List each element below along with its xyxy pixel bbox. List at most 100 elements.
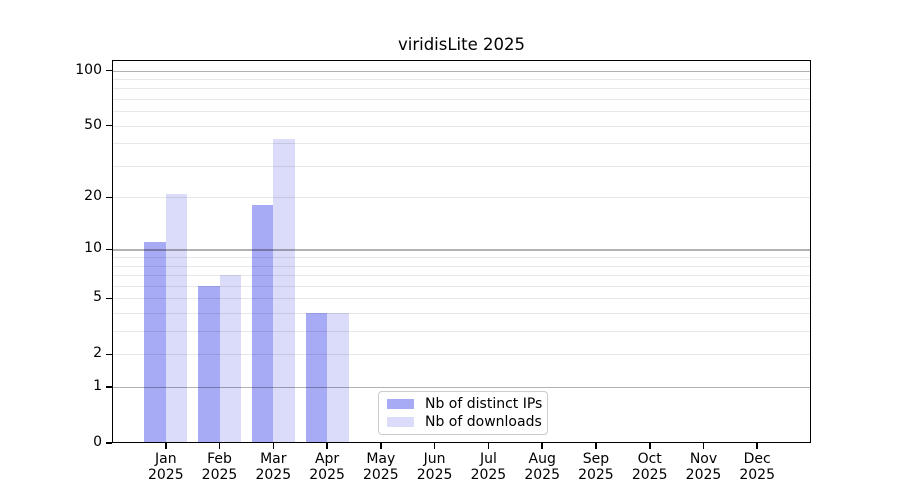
- x-tick-label-year: 2025: [739, 466, 775, 483]
- gridline-4: [112, 313, 811, 315]
- x-tick-label-month: Nov: [689, 451, 718, 467]
- x-tick-label-year: 2025: [578, 466, 614, 483]
- y-tick-10: [106, 248, 112, 251]
- gridline-3: [112, 331, 811, 333]
- y-tick-5: [106, 297, 112, 300]
- gridline-40: [112, 143, 811, 145]
- bar-apr-downloads: [327, 313, 349, 443]
- x-tick-label-year: 2025: [309, 466, 345, 483]
- x-tick-label-month: Feb: [207, 451, 232, 467]
- x-tick-label-year: 2025: [201, 466, 238, 483]
- gridline-8: [112, 265, 811, 267]
- x-tick-label-month: Oct: [637, 451, 662, 467]
- x-tick-label-year: 2025: [470, 466, 507, 483]
- gridline-7: [112, 275, 811, 277]
- y-tick-2: [106, 353, 112, 356]
- x-tick-label-year: 2025: [524, 466, 560, 483]
- x-tick-label-month: Aug: [528, 451, 556, 467]
- bar-jan-downloads: [165, 193, 188, 443]
- x-tick-label-month: May: [366, 451, 396, 467]
- x-tick-label-month: Jul: [479, 451, 497, 467]
- x-tick-label-month: Dec: [743, 451, 771, 467]
- gridline-10: [112, 249, 811, 251]
- x-tick-label-apr: Apr 2025: [299, 451, 355, 484]
- bar-feb-downloads: [219, 275, 242, 443]
- x-tick-jul: [487, 443, 490, 449]
- y-tick-label-50: 50: [84, 116, 102, 133]
- gridline-9: [112, 257, 811, 259]
- y-tick-label-2: 2: [93, 345, 102, 362]
- plot-area: [112, 60, 811, 443]
- legend-item-downloads: Nb of downloads: [387, 414, 542, 430]
- x-tick-label-month: Apr: [314, 451, 340, 467]
- bar-mar-downloads: [273, 139, 295, 443]
- y-tick-50: [106, 124, 112, 127]
- legend: Nb of distinct IPs Nb of downloads: [378, 391, 548, 435]
- chart-title: viridisLite 2025: [397, 35, 525, 54]
- x-tick-label-month: Sep: [582, 451, 610, 467]
- y-tick-0: [106, 442, 112, 444]
- legend-swatch-downloads: [387, 417, 414, 427]
- x-tick-label-year: 2025: [255, 466, 292, 483]
- gridline-80: [112, 88, 811, 90]
- legend-label-distinct-ips: Nb of distinct IPs: [425, 396, 543, 412]
- x-tick-label-year: 2025: [147, 466, 184, 483]
- gridline-90: [112, 78, 811, 80]
- legend-item-distinct-ips: Nb of distinct IPs: [387, 396, 543, 412]
- x-tick-label-aug: Aug 2025: [514, 451, 570, 484]
- y-tick-label-0: 0: [93, 434, 102, 450]
- x-tick-may: [380, 443, 382, 449]
- gridline-100: [112, 70, 811, 72]
- gridline-5: [112, 298, 811, 300]
- gridline-50: [112, 125, 811, 127]
- y-tick-label-1: 1: [93, 378, 102, 395]
- y-tick-20: [106, 196, 112, 199]
- x-tick-label-year: 2025: [685, 466, 722, 483]
- x-tick-label-month: Jun: [423, 451, 446, 467]
- y-tick-label-5: 5: [93, 289, 102, 306]
- x-tick-aug: [541, 443, 544, 449]
- y-tick-label-100: 100: [75, 61, 102, 78]
- x-tick-label-jan: Jan 2025: [138, 451, 194, 484]
- gridline-6: [112, 285, 811, 287]
- bar-feb-distinct-ips: [198, 285, 220, 443]
- x-tick-label-year: 2025: [416, 466, 453, 483]
- x-tick-label-sep: Sep 2025: [568, 451, 624, 484]
- gridline-20: [112, 197, 811, 199]
- x-tick-label-may: May 2025: [353, 451, 409, 484]
- x-tick-label-nov: Nov 2025: [676, 451, 732, 484]
- x-tick-label-year: 2025: [631, 466, 668, 483]
- x-tick-oct: [648, 443, 651, 449]
- bar-apr-distinct-ips: [305, 313, 328, 443]
- x-tick-jan: [165, 443, 167, 449]
- gridline-1: [112, 387, 811, 389]
- x-tick-apr: [326, 443, 328, 449]
- x-tick-sep: [595, 443, 597, 449]
- y-tick-label-10: 10: [84, 240, 102, 257]
- y-tick-100: [106, 69, 112, 72]
- x-tick-nov: [702, 443, 705, 449]
- x-tick-label-month: Mar: [260, 451, 287, 467]
- gridline-30: [112, 165, 811, 167]
- legend-swatch-distinct-ips: [387, 399, 414, 409]
- x-tick-label-month: Jan: [155, 451, 177, 467]
- x-tick-label-jun: Jun 2025: [407, 451, 463, 484]
- x-tick-label-year: 2025: [362, 466, 399, 483]
- bar-mar-distinct-ips: [251, 205, 274, 443]
- gridline-70: [112, 98, 811, 100]
- y-tick-label-20: 20: [84, 188, 102, 205]
- x-tick-dec: [756, 443, 759, 449]
- x-tick-label-jul: Jul 2025: [460, 451, 516, 484]
- gridline-2: [112, 354, 811, 356]
- y-tick-1: [106, 386, 112, 388]
- gridline-60: [112, 111, 811, 113]
- x-tick-mar: [272, 443, 275, 449]
- bar-jan-distinct-ips: [144, 242, 166, 443]
- x-tick-label-dec: Dec 2025: [729, 451, 785, 484]
- x-tick-label-feb: Feb 2025: [192, 451, 248, 484]
- x-tick-feb: [218, 443, 221, 449]
- x-tick-jun: [433, 443, 436, 449]
- x-tick-label-oct: Oct 2025: [622, 451, 678, 484]
- legend-label-downloads: Nb of downloads: [425, 414, 542, 430]
